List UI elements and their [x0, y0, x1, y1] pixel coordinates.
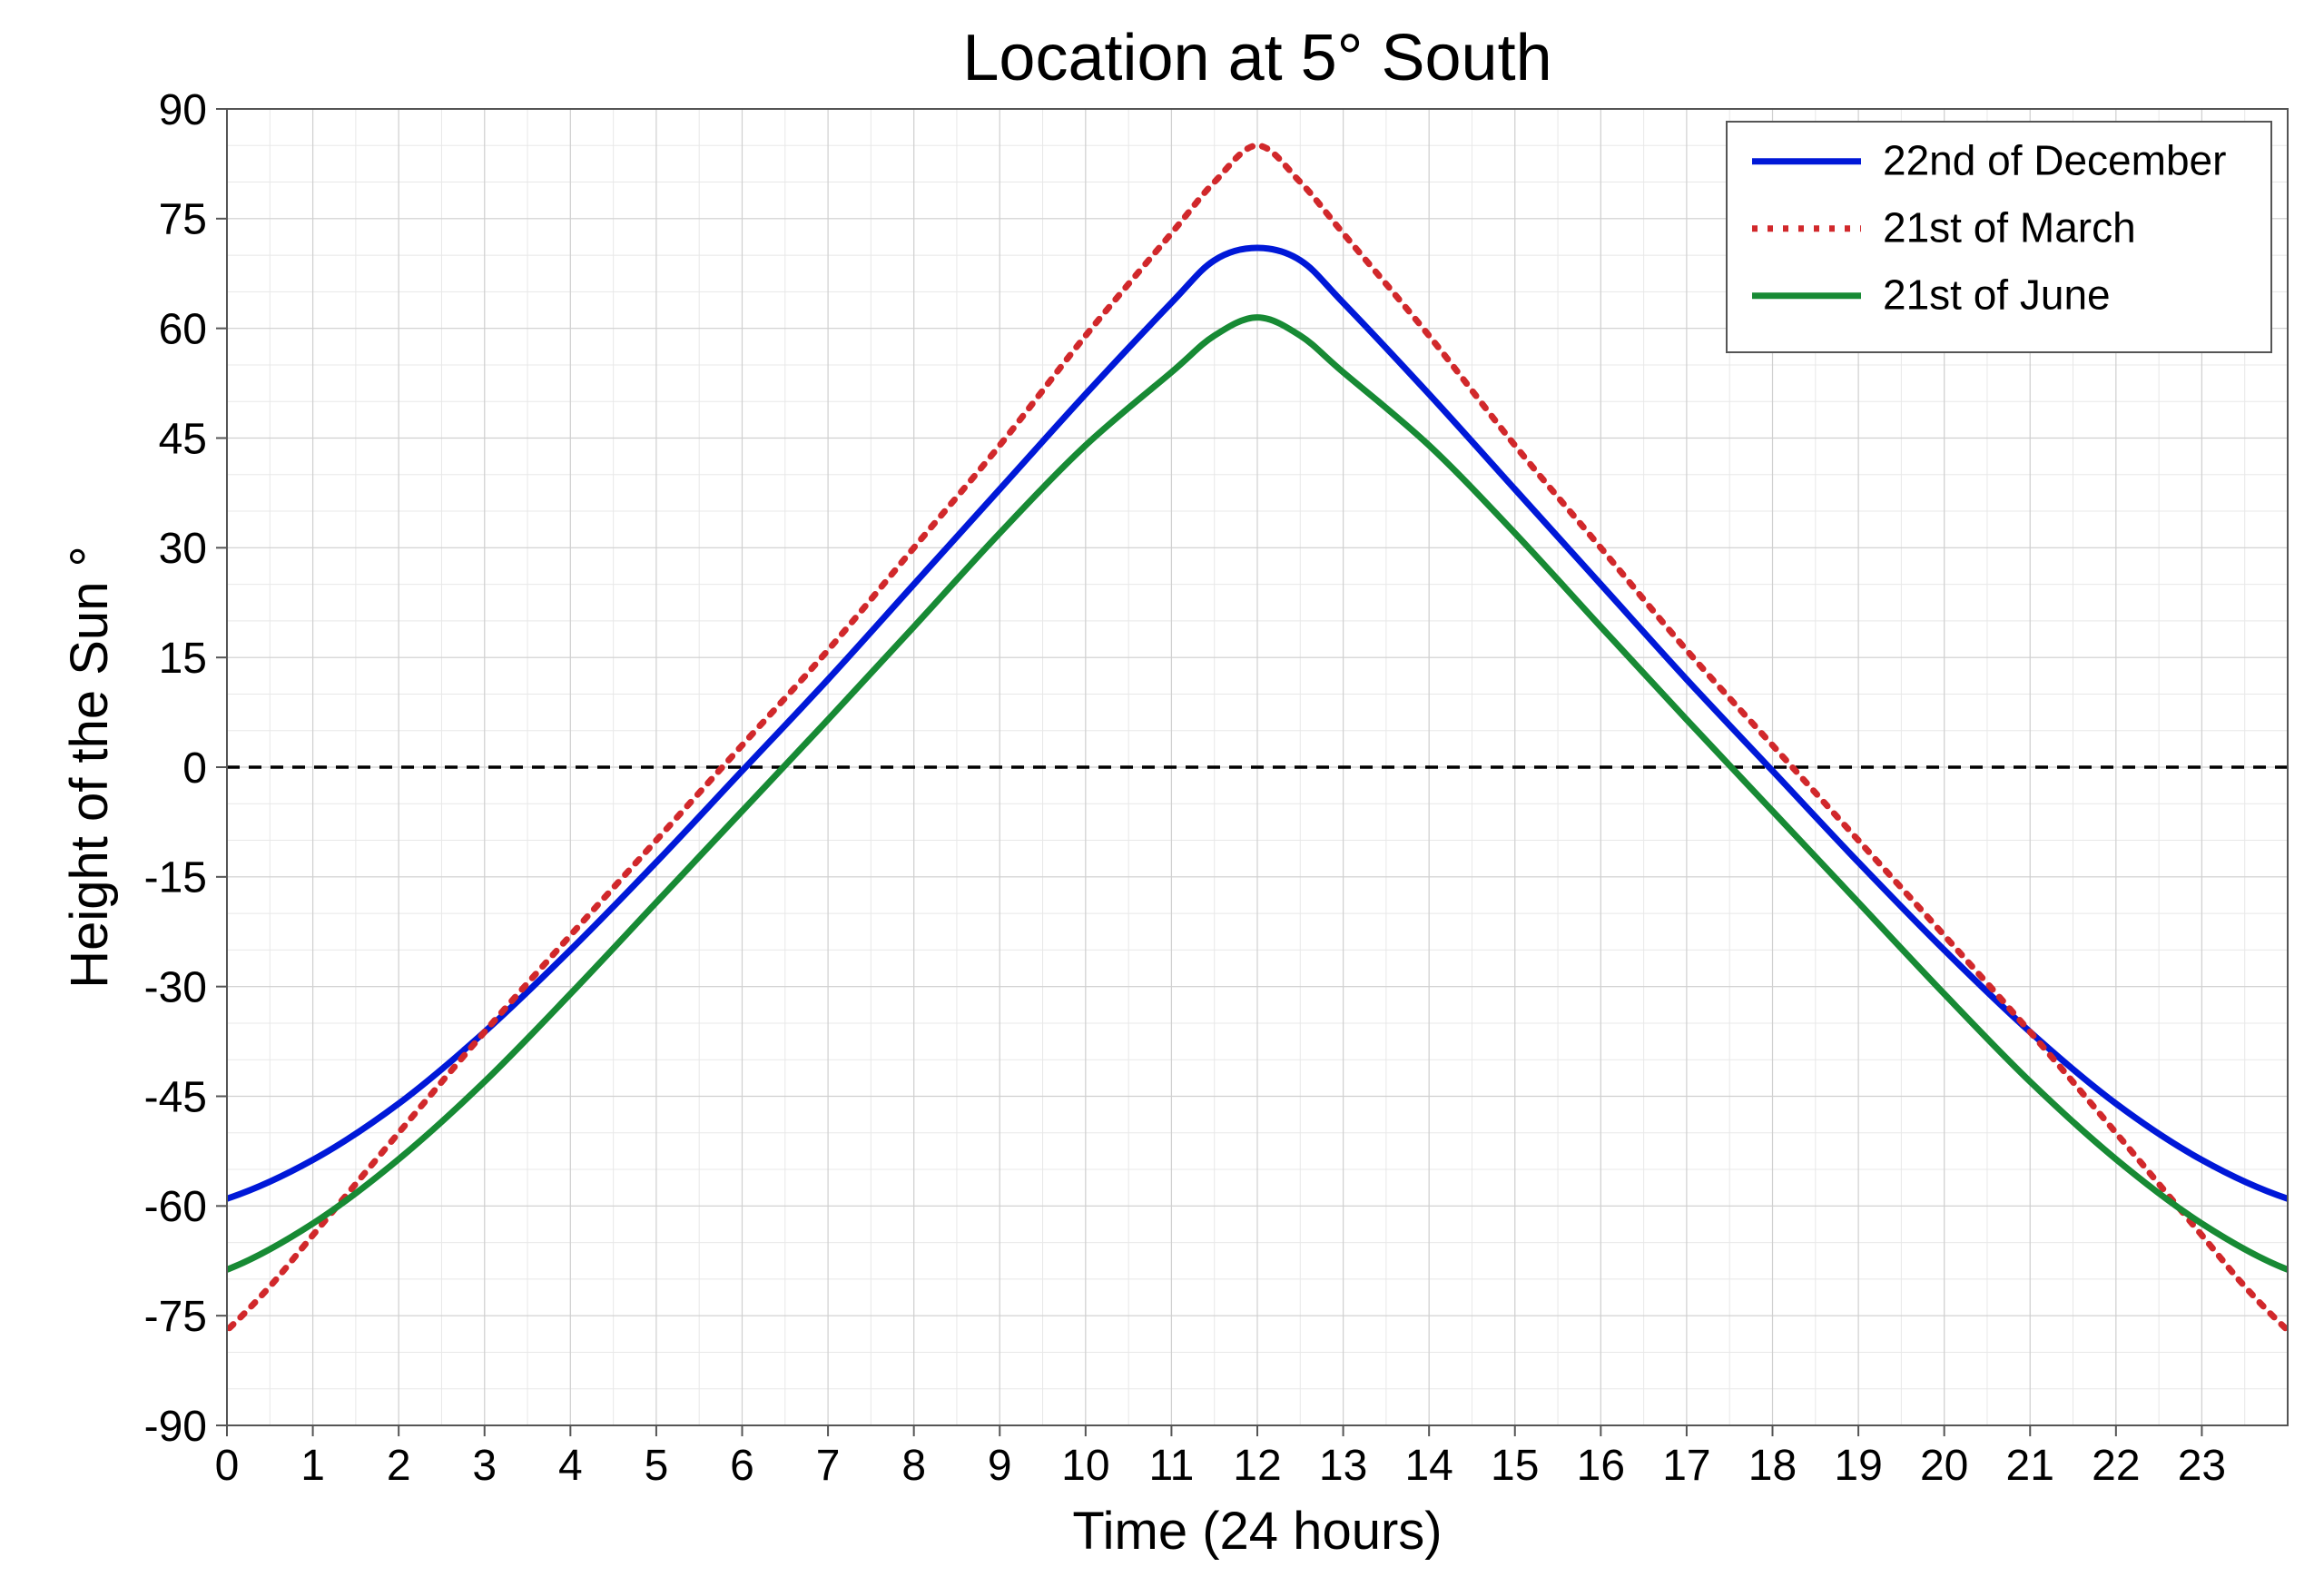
x-tick-label: 3: [472, 1442, 497, 1490]
y-tick-label: -60: [144, 1183, 207, 1231]
y-tick-label: 30: [159, 525, 207, 573]
x-tick-label: 17: [1662, 1442, 1710, 1490]
legend: 22nd of December 21st of March 21st of Jun…: [1727, 122, 2271, 352]
y-tick-label: -90: [144, 1403, 207, 1451]
y-tick-label: -75: [144, 1293, 207, 1341]
x-tick-label: 20: [1920, 1442, 1968, 1490]
x-tick-label: 7: [816, 1442, 841, 1490]
y-tick-label: -15: [144, 854, 207, 902]
y-axis-label: Height of the Sun °: [60, 546, 119, 989]
x-tick-label: 12: [1233, 1442, 1281, 1490]
solar-altitude-chart: 01234567891011121314151617181920212223-9…: [0, 0, 2324, 1587]
x-tick-label: 0: [215, 1442, 240, 1490]
chart-svg: 01234567891011121314151617181920212223-9…: [0, 0, 2324, 1587]
legend-label-march: 21st of March: [1883, 204, 2136, 251]
y-tick-label: 60: [159, 305, 207, 353]
x-tick-label: 22: [2092, 1442, 2140, 1490]
y-tick-label: 15: [159, 635, 207, 683]
y-tick-label: 90: [159, 86, 207, 134]
x-tick-label: 19: [1834, 1442, 1882, 1490]
x-tick-label: 10: [1061, 1442, 1109, 1490]
x-tick-label: 13: [1319, 1442, 1367, 1490]
x-tick-label: 14: [1404, 1442, 1452, 1490]
x-tick-label: 8: [901, 1442, 926, 1490]
x-tick-label: 4: [558, 1442, 583, 1490]
x-tick-label: 2: [387, 1442, 411, 1490]
x-tick-label: 1: [300, 1442, 325, 1490]
x-tick-label: 6: [730, 1442, 754, 1490]
y-tick-label: -30: [144, 963, 207, 1011]
chart-title: Location at 5° South: [962, 22, 1551, 94]
y-tick-label: -45: [144, 1073, 207, 1121]
x-tick-label: 21: [2006, 1442, 2054, 1490]
x-tick-label: 23: [2178, 1442, 2226, 1490]
y-tick-label: 0: [182, 744, 207, 793]
x-tick-label: 15: [1491, 1442, 1539, 1490]
x-tick-label: 5: [645, 1442, 669, 1490]
y-tick-label: 45: [159, 415, 207, 463]
legend-label-june: 21st of June: [1883, 271, 2111, 319]
x-axis-label: Time (24 hours): [1072, 1502, 1442, 1561]
x-tick-label: 11: [1149, 1442, 1195, 1490]
x-tick-label: 18: [1748, 1442, 1797, 1490]
x-tick-label: 9: [988, 1442, 1012, 1490]
x-tick-label: 16: [1577, 1442, 1625, 1490]
y-tick-label: 75: [159, 196, 207, 244]
legend-label-december: 22nd of December: [1883, 137, 2226, 184]
